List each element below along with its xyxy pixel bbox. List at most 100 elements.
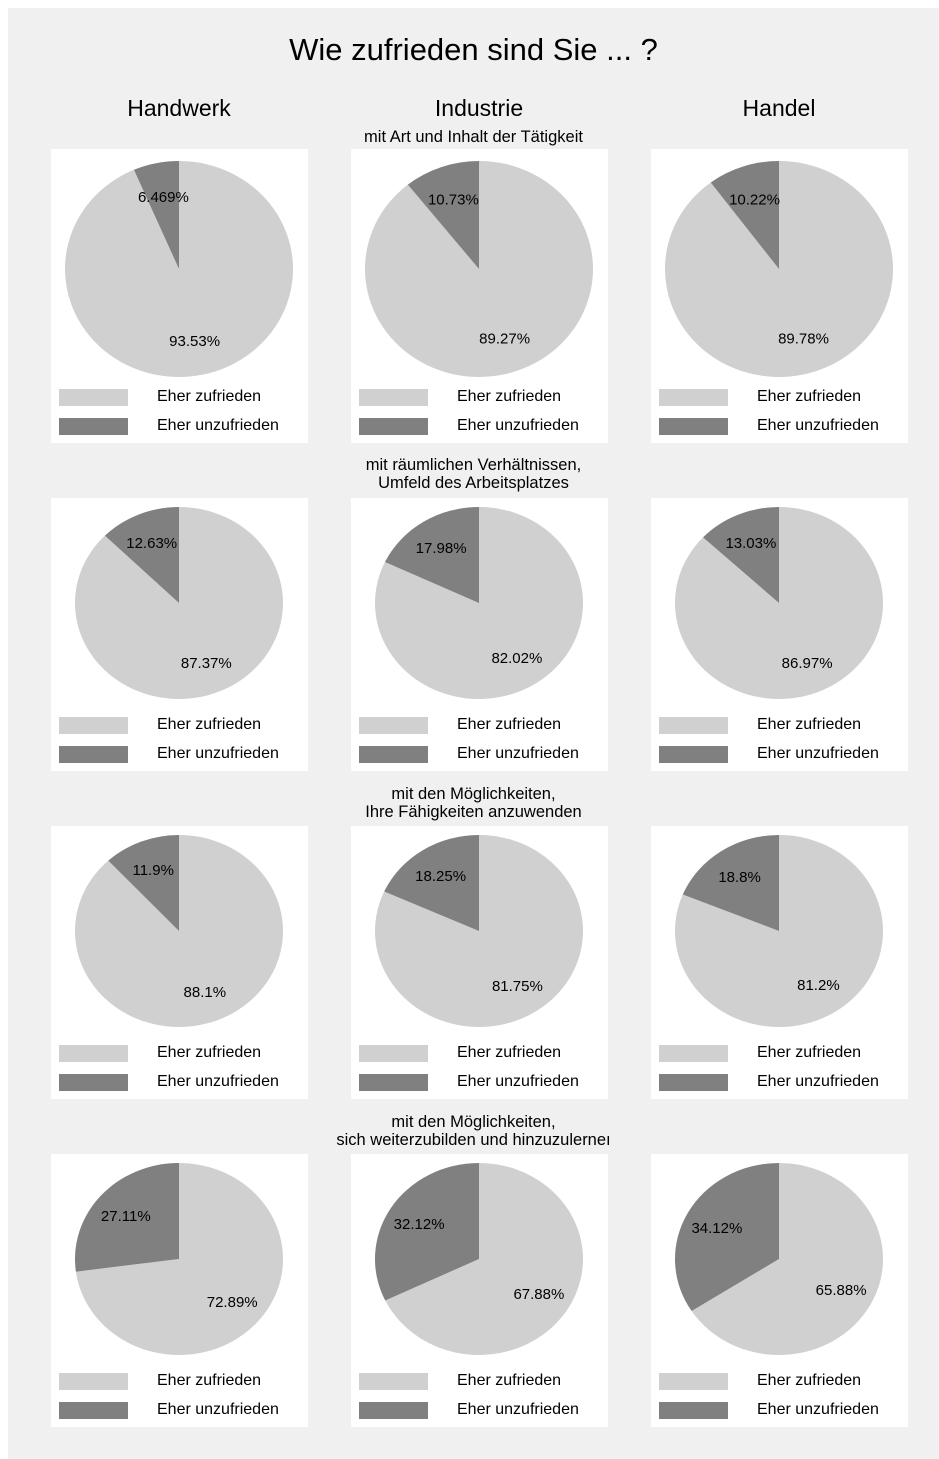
legend-label: Eher zufrieden xyxy=(757,1372,862,1389)
legend-swatch xyxy=(659,418,728,435)
pie-chart: 13.03% 86.97% xyxy=(675,507,884,699)
chart-figure: Wie zufrieden sind Sie ... ? Handwerk In… xyxy=(8,8,939,1459)
legend-item-zufrieden: Eher zufrieden xyxy=(59,388,304,407)
pie-panel: 34.12% 65.88% Eher zufrieden Eher unzufried… xyxy=(651,1154,908,1427)
pie-label-unzufrieden: 27.11% xyxy=(101,1208,151,1225)
pie-chart: 6.469% 93.53% xyxy=(65,161,294,377)
legend-swatch xyxy=(359,1074,428,1091)
legend-swatch xyxy=(59,389,128,406)
pie-panel: 27.11% 72.89% Eher zufrieden Eher unzufried… xyxy=(51,1154,308,1427)
pie-slice-unzufrieden xyxy=(108,835,179,931)
pie-slice-zufrieden xyxy=(675,507,884,699)
legend-label: Eher zufrieden xyxy=(757,1044,862,1061)
pie-panel: 18.25% 81.75% Eher zufrieden Eher unzufried… xyxy=(351,826,608,1099)
legend-swatch xyxy=(59,1373,128,1390)
legend-label: Eher zufrieden xyxy=(457,1044,562,1061)
legend-swatch xyxy=(659,1045,728,1062)
pie-label-unzufrieden: 10.73% xyxy=(428,192,479,209)
pie-label-unzufrieden: 18.8% xyxy=(718,869,761,886)
pie-panel: 12.63% 87.37% Eher zufrieden Eher unzufried… xyxy=(51,498,308,771)
row-label-line: mit den Möglichkeiten, xyxy=(391,1113,556,1131)
legend-label: Eher unzufrieden xyxy=(757,1073,879,1090)
legend-label: Eher zufrieden xyxy=(157,716,262,733)
pie-chart: 27.11% 72.89% xyxy=(74,1163,283,1355)
legend-item-unzufrieden: Eher unzufrieden xyxy=(59,417,304,436)
pie-chart: 10.73% 89.27% xyxy=(364,161,593,377)
legend-item-zufrieden: Eher zufrieden xyxy=(659,388,904,407)
legend-swatch xyxy=(359,746,428,763)
pie-label-unzufrieden: 6.469% xyxy=(138,189,189,206)
pie-label-unzufrieden: 10.22% xyxy=(729,191,780,208)
pie-slice-zufrieden xyxy=(374,835,583,1027)
pie-slice-unzufrieden xyxy=(674,1163,779,1312)
legend-swatch xyxy=(359,418,428,435)
legend-swatch xyxy=(659,1373,728,1390)
legend-swatch xyxy=(59,1074,128,1091)
row-label-line: Umfeld des Arbeitsplatzes xyxy=(378,474,569,492)
pie-chart: 32.12% 67.88% xyxy=(374,1163,583,1355)
pie-chart: 10.22% 89.78% xyxy=(664,161,893,377)
legend-label: Eher unzufrieden xyxy=(757,745,879,762)
legend-swatch xyxy=(359,389,428,406)
pie-chart: 11.9% 88.1% xyxy=(74,835,283,1027)
pie-label-zufrieden: 81.75% xyxy=(492,978,543,995)
legend-item-unzufrieden: Eher unzufrieden xyxy=(659,745,904,764)
pie-slice-zufrieden xyxy=(74,507,283,699)
pie-slice-zufrieden xyxy=(75,1163,283,1355)
pie-label-unzufrieden: 11.9% xyxy=(132,862,173,879)
pie-panel: 13.03% 86.97% Eher zufrieden Eher unzufried… xyxy=(651,498,908,771)
legend-label: Eher zufrieden xyxy=(457,1372,562,1389)
pie-slice-unzufrieden xyxy=(703,507,779,603)
row-label-line: sich weiterzubilden und hinzuzulerneı xyxy=(336,1131,611,1149)
legend-item-zufrieden: Eher zufrieden xyxy=(59,1372,304,1391)
pie-label-zufrieden: 86.97% xyxy=(782,655,833,672)
legend-item-unzufrieden: Eher unzufrieden xyxy=(59,745,304,764)
pie-chart: 18.25% 81.75% xyxy=(374,835,583,1027)
legend-swatch xyxy=(659,389,728,406)
legend-item-unzufrieden: Eher unzufrieden xyxy=(359,745,604,764)
legend-label: Eher unzufrieden xyxy=(157,1401,279,1418)
pie-label-zufrieden: 87.37% xyxy=(181,655,232,672)
pie-label-zufrieden: 67.88% xyxy=(513,1286,564,1303)
pie-label-zufrieden: 65.88% xyxy=(816,1282,867,1299)
legend-swatch xyxy=(659,717,728,734)
pie-label-zufrieden: 81.2% xyxy=(797,977,840,994)
pie-label-zufrieden: 88.1% xyxy=(184,984,227,1001)
pie-slice-unzufrieden xyxy=(133,161,179,269)
pie-chart: 18.8% 81.2% xyxy=(674,835,883,1027)
pie-chart: 12.63% 87.37% xyxy=(74,507,283,699)
legend-item-unzufrieden: Eher unzufrieden xyxy=(359,417,604,436)
pie-slice-unzufrieden xyxy=(104,507,179,603)
row-label-4: mit den Möglichkeiten, sich weiterzubilde… xyxy=(8,1113,939,1149)
legend-label: Eher unzufrieden xyxy=(457,417,579,434)
chart-title: Wie zufrieden sind Sie ... ? xyxy=(289,32,658,67)
legend-label: Eher unzufrieden xyxy=(457,745,579,762)
pie-panel: 6.469% 93.53% Eher zufrieden Eher unzufried… xyxy=(51,149,308,443)
pie-slice-unzufrieden xyxy=(710,161,779,269)
row-label-line: Ihre Fähigkeiten anzuwenden xyxy=(365,803,582,821)
legend-label: Eher zufrieden xyxy=(157,1044,262,1061)
legend-item-zufrieden: Eher zufrieden xyxy=(359,1044,604,1063)
pie-slice-unzufrieden xyxy=(74,1163,179,1272)
legend-label: Eher unzufrieden xyxy=(157,745,279,762)
pie-label-unzufrieden: 34.12% xyxy=(691,1220,742,1237)
legend-label: Eher zufrieden xyxy=(457,388,562,405)
row-label-2: mit räumlichen Verhältnissen, Umfeld des … xyxy=(8,456,939,492)
pie-label-unzufrieden: 13.03% xyxy=(725,535,776,552)
legend-item-zufrieden: Eher zufrieden xyxy=(659,716,904,735)
legend-item-unzufrieden: Eher unzufrieden xyxy=(659,1401,904,1420)
row-label-line: mit den Möglichkeiten, xyxy=(391,785,556,803)
pie-label-zufrieden: 72.89% xyxy=(207,1294,258,1311)
pie-slice-unzufrieden xyxy=(384,507,479,603)
legend-label: Eher unzufrieden xyxy=(757,1401,879,1418)
pie-chart: 17.98% 82.02% xyxy=(374,507,583,699)
legend-swatch xyxy=(659,1402,728,1419)
legend-item-unzufrieden: Eher unzufrieden xyxy=(359,1401,604,1420)
legend-swatch xyxy=(59,418,128,435)
legend-item-unzufrieden: Eher unzufrieden xyxy=(359,1073,604,1092)
legend-label: Eher unzufrieden xyxy=(457,1401,579,1418)
legend-swatch xyxy=(359,1402,428,1419)
legend-item-zufrieden: Eher zufrieden xyxy=(659,1372,904,1391)
legend-label: Eher zufrieden xyxy=(457,716,562,733)
legend-item-zufrieden: Eher zufrieden xyxy=(359,716,604,735)
